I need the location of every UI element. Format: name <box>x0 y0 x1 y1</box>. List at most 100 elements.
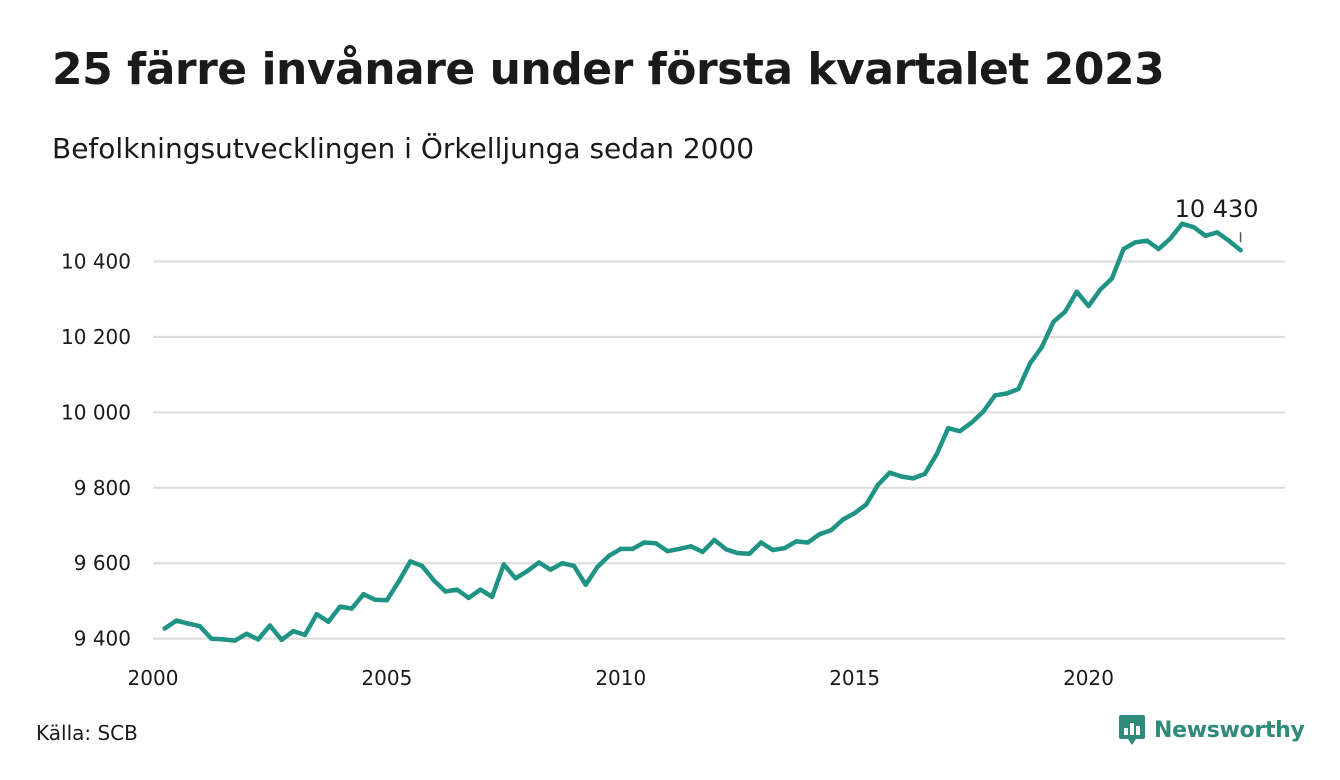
data-point <box>174 618 179 623</box>
data-point <box>244 631 249 636</box>
data-point <box>1179 221 1185 226</box>
data-point <box>887 470 892 475</box>
data-point <box>302 632 308 638</box>
data-point <box>606 553 612 558</box>
data-point <box>864 502 869 507</box>
data-point <box>723 547 729 552</box>
data-point <box>454 587 460 592</box>
data-point <box>525 569 530 574</box>
data-point <box>267 623 273 628</box>
last-value-label: 10 430 <box>1175 195 1259 223</box>
data-point <box>1156 246 1161 252</box>
data-point <box>571 563 577 569</box>
data-point <box>291 628 296 634</box>
data-point <box>653 541 659 546</box>
data-point <box>934 452 939 457</box>
data-point <box>1004 391 1009 396</box>
data-point <box>642 540 647 545</box>
brand-logo[interactable]: Newsworthy <box>1118 713 1305 747</box>
data-point <box>1215 230 1220 235</box>
x-tick-label: 2020 <box>1063 666 1114 690</box>
data-point <box>419 563 425 569</box>
series-layer <box>162 221 1243 643</box>
data-point <box>946 426 951 431</box>
data-point <box>1027 361 1033 366</box>
y-tick-label: 10 400 <box>61 249 131 273</box>
data-point <box>443 589 448 594</box>
data-point <box>1074 289 1080 294</box>
data-point <box>677 546 682 552</box>
x-tick-label: 2010 <box>595 666 646 690</box>
data-point <box>232 638 238 643</box>
data-point <box>1109 276 1115 281</box>
data-point <box>489 594 495 599</box>
data-point <box>922 471 927 477</box>
data-point <box>817 532 822 537</box>
data-point <box>185 621 191 626</box>
data-point <box>910 476 916 481</box>
data-point <box>478 587 483 592</box>
series-line-0 <box>162 221 1243 643</box>
data-point <box>712 537 717 543</box>
data-point <box>1144 238 1150 243</box>
data-point <box>992 393 998 398</box>
data-point <box>758 540 764 545</box>
data-point <box>1191 225 1197 230</box>
data-point <box>595 564 600 570</box>
x-tick-label: 2005 <box>361 666 412 690</box>
source-note: Källa: SCB <box>36 721 138 745</box>
data-point <box>408 559 413 564</box>
data-point <box>981 409 986 414</box>
x-tick-label: 2015 <box>829 666 880 690</box>
data-point <box>1238 248 1243 253</box>
data-point <box>326 619 331 624</box>
data-point <box>536 560 542 565</box>
data-point <box>560 561 565 566</box>
data-point <box>1098 287 1103 292</box>
brand-name: Newsworthy <box>1154 717 1305 743</box>
data-point <box>875 482 881 487</box>
x-axis-ticks: 2000 2005 2010 2015 2020 <box>128 666 1114 690</box>
data-point <box>829 527 834 533</box>
data-point <box>770 547 775 553</box>
data-point <box>957 429 963 434</box>
data-point <box>209 636 214 641</box>
data-point <box>735 550 740 556</box>
chart-title: 25 färre invånare under första kvartalet… <box>52 44 1165 95</box>
data-point <box>548 567 553 572</box>
data-point <box>279 637 284 642</box>
y-tick-label: 10 000 <box>61 400 131 424</box>
data-point <box>583 582 588 587</box>
data-point <box>747 551 752 556</box>
data-point <box>805 540 811 545</box>
chat-bubble-bar-chart-icon <box>1119 715 1145 745</box>
data-point <box>1168 236 1173 241</box>
data-point <box>221 637 226 642</box>
data-point <box>899 474 904 479</box>
data-point <box>373 597 378 602</box>
y-tick-label: 9 600 <box>74 551 131 575</box>
data-point <box>256 637 261 642</box>
data-point <box>197 624 202 629</box>
y-tick-label: 9 400 <box>74 627 131 651</box>
data-point <box>384 598 390 603</box>
annotation-layer: 10 430 <box>1175 195 1259 243</box>
y-axis-ticks: 9 400 9 600 9 800 10 000 10 200 10 400 <box>61 249 131 650</box>
data-point <box>501 562 506 567</box>
data-point <box>466 595 471 601</box>
y-tick-label: 9 800 <box>74 476 131 500</box>
data-point <box>1062 309 1068 314</box>
chart-subtitle: Befolkningsutvecklingen i Örkelljunga se… <box>52 132 755 165</box>
data-point <box>1121 246 1126 252</box>
data-point <box>1086 303 1091 309</box>
data-point <box>630 546 635 552</box>
data-point <box>794 539 799 544</box>
data-point <box>665 549 670 554</box>
data-point <box>1226 238 1232 243</box>
y-tick-label: 10 200 <box>61 325 131 349</box>
data-point <box>431 578 436 583</box>
data-point <box>1203 233 1208 238</box>
data-point <box>840 517 846 522</box>
data-point <box>1051 319 1056 324</box>
